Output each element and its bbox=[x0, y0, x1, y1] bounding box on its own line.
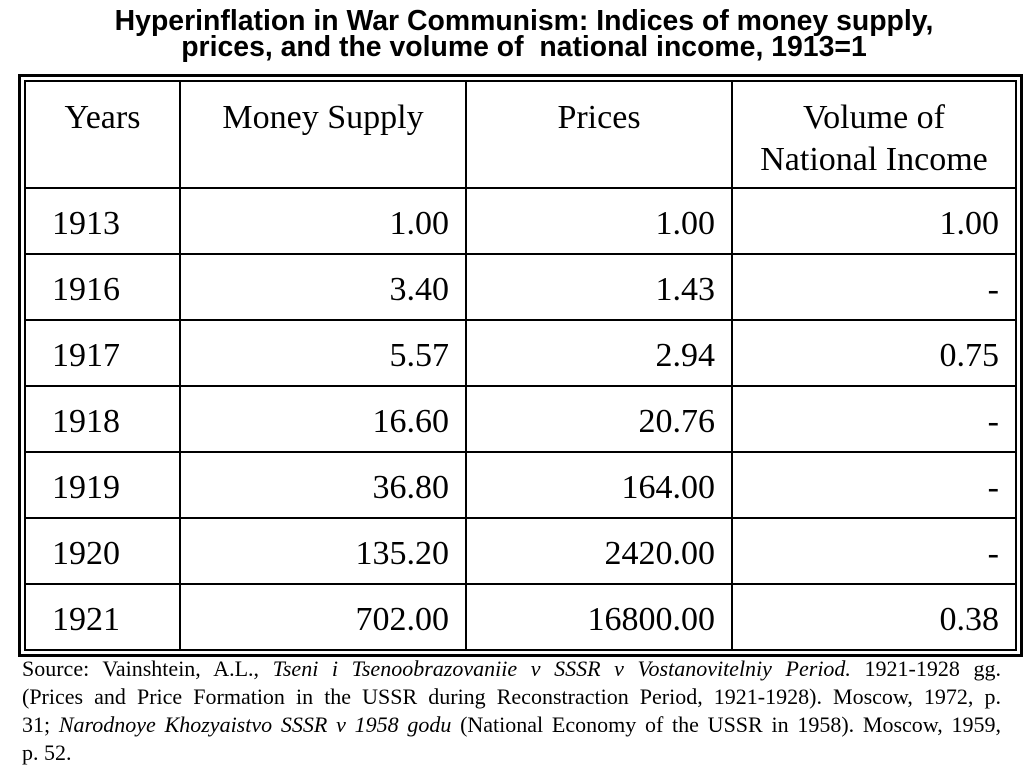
source-note: Source: Vainshtein, A.L., Tseni i Tsenoo… bbox=[22, 655, 1001, 767]
national-income-cell: - bbox=[733, 255, 1015, 319]
prices-cell: 1.00 bbox=[467, 189, 731, 253]
years-cell: 1918 bbox=[26, 387, 179, 451]
source-line: 31; Narodnoye Khozyaistvo SSSR v 1958 go… bbox=[22, 711, 1001, 739]
years-cell: 1917 bbox=[26, 321, 179, 385]
national-income-cell: - bbox=[733, 519, 1015, 583]
money-supply-cell: 16.60 bbox=[181, 387, 465, 451]
prices-cell: 16800.00 bbox=[467, 585, 731, 649]
national-income-cell: - bbox=[733, 387, 1015, 451]
national-income-cell: - bbox=[733, 453, 1015, 517]
years-cell: 1913 bbox=[26, 189, 179, 253]
national-income-cell: 0.38 bbox=[733, 585, 1015, 649]
source-line: p. 52. bbox=[22, 739, 1001, 767]
column-header-years: Years bbox=[26, 82, 179, 187]
years-cell: 1920 bbox=[26, 519, 179, 583]
column-header-money-supply: Money Supply bbox=[181, 82, 465, 187]
prices-cell: 20.76 bbox=[467, 387, 731, 451]
prices-cell: 2420.00 bbox=[467, 519, 731, 583]
money-supply-cell: 135.20 bbox=[181, 519, 465, 583]
money-supply-cell: 1.00 bbox=[181, 189, 465, 253]
money-supply-cell: 3.40 bbox=[181, 255, 465, 319]
table-outer-border bbox=[18, 74, 1023, 657]
years-cell: 1916 bbox=[26, 255, 179, 319]
money-supply-cell: 702.00 bbox=[181, 585, 465, 649]
years-cell: 1919 bbox=[26, 453, 179, 517]
national-income-cell: 1.00 bbox=[733, 189, 1015, 253]
column-header-prices: Prices bbox=[467, 82, 731, 187]
prices-cell: 1.43 bbox=[467, 255, 731, 319]
prices-cell: 164.00 bbox=[467, 453, 731, 517]
years-cell: 1921 bbox=[26, 585, 179, 649]
money-supply-cell: 36.80 bbox=[181, 453, 465, 517]
source-text: p. 52. bbox=[22, 740, 72, 765]
source-text: (Prices and Price Formation in the USSR … bbox=[22, 684, 1001, 709]
source-text: 1921-1928 gg. bbox=[850, 656, 1002, 681]
source-line: (Prices and Price Formation in the USSR … bbox=[22, 683, 1001, 711]
data-table: Years Money Supply Prices Volume of Nationa… bbox=[24, 80, 1017, 651]
slide-title: Hyperinflation in War Communism: Indices… bbox=[114, 5, 942, 63]
column-header-national-income: Volume of National Income bbox=[733, 82, 1015, 187]
source-text: Source: Vainshtein, A.L., bbox=[22, 656, 273, 681]
money-supply-cell: 5.57 bbox=[181, 321, 465, 385]
source-text: 31; bbox=[22, 712, 59, 737]
national-income-cell: 0.75 bbox=[733, 321, 1015, 385]
prices-cell: 2.94 bbox=[467, 321, 731, 385]
source-book-title: Tseni i Tsenoobrazovaniie v SSSR v Vosta… bbox=[272, 656, 851, 681]
source-book-title: Narodnoye Khozyaistvo SSSR v 1958 godu bbox=[58, 712, 452, 737]
source-line: Source: Vainshtein, A.L., Tseni i Tsenoo… bbox=[22, 655, 1001, 683]
source-text: (National Economy of the USSR in 1958). … bbox=[451, 712, 1001, 737]
